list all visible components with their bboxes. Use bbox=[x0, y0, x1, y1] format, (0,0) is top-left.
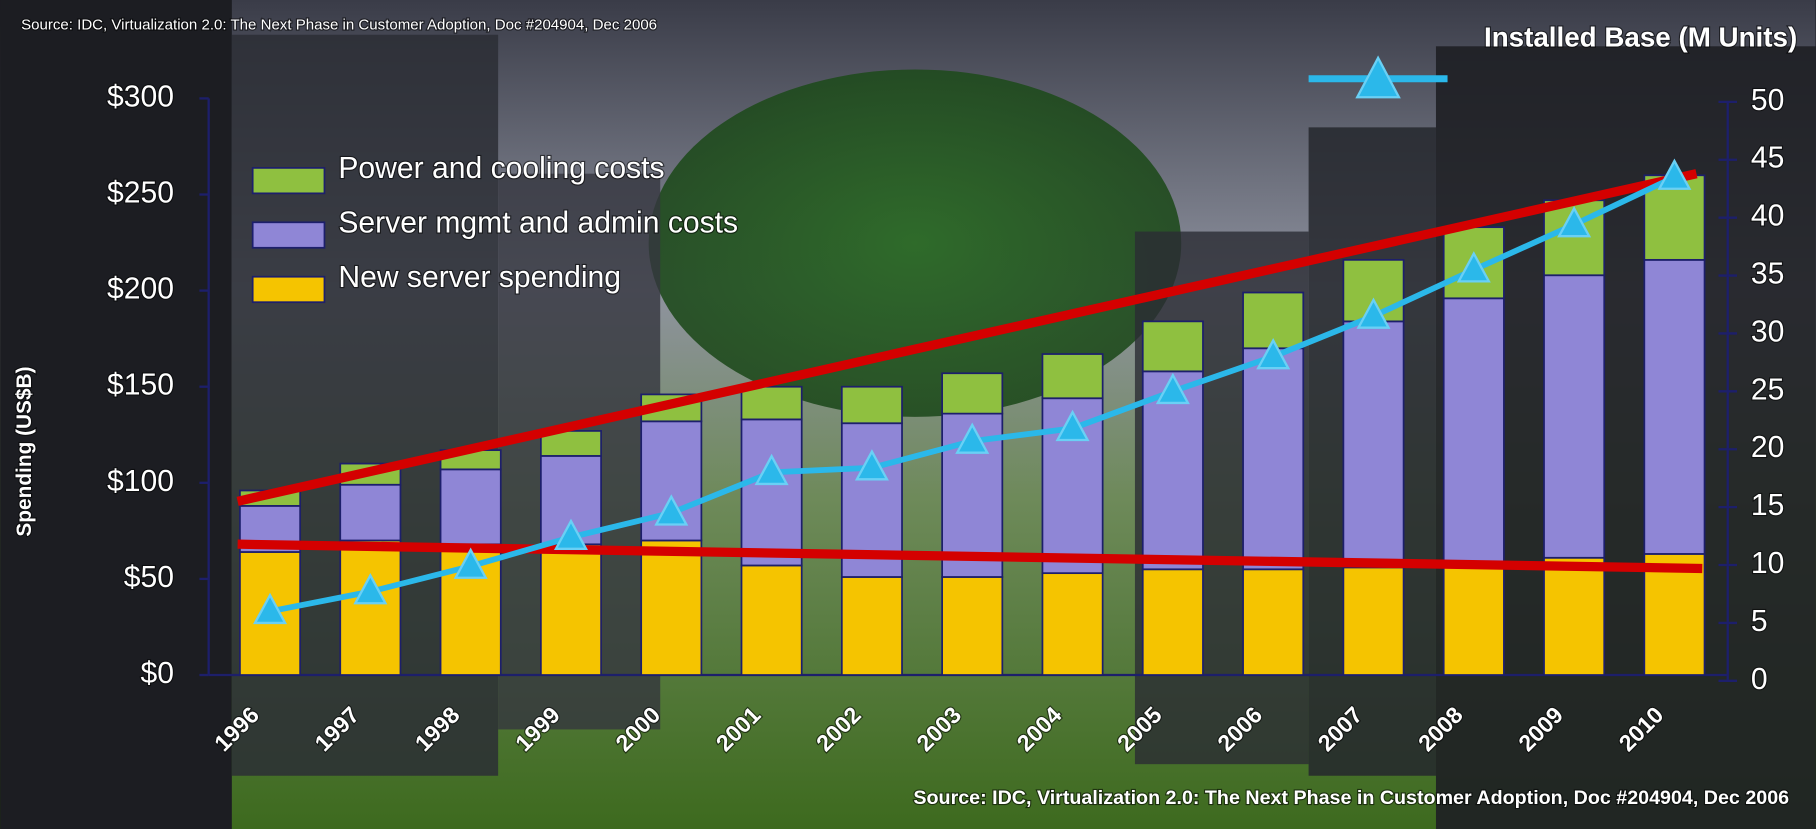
line-marker bbox=[1657, 158, 1692, 190]
bar-segment bbox=[339, 539, 402, 676]
bar-segment bbox=[840, 576, 903, 676]
line-marker bbox=[453, 547, 488, 579]
line-marker bbox=[1055, 409, 1090, 442]
line-marker bbox=[854, 449, 889, 481]
y-tick-label: $250 bbox=[107, 176, 174, 209]
line-marker bbox=[955, 422, 990, 454]
bar-segment bbox=[1643, 553, 1706, 676]
legend-label: Power and cooling costs bbox=[338, 152, 664, 185]
bar-segment bbox=[1141, 568, 1204, 676]
y2-tick-label: 20 bbox=[1751, 431, 1784, 464]
y2-tick-label: 5 bbox=[1751, 605, 1768, 638]
bar-segment bbox=[540, 543, 602, 676]
bar-segment bbox=[1141, 370, 1204, 571]
bar-segment bbox=[740, 418, 803, 567]
line-marker bbox=[253, 592, 288, 625]
bar-segment bbox=[1242, 568, 1305, 676]
legend-swatch bbox=[251, 221, 326, 249]
legend-label: Server mgmt and admin costs bbox=[338, 207, 738, 240]
y2-tick-label: 10 bbox=[1751, 547, 1784, 580]
y2-tick-label: 45 bbox=[1751, 142, 1784, 175]
trend-line bbox=[237, 539, 1703, 574]
legend-swatch bbox=[251, 167, 326, 195]
bar-segment bbox=[740, 385, 803, 421]
y-tick-label: $0 bbox=[140, 657, 173, 690]
line-marker bbox=[654, 494, 689, 526]
bar-segment bbox=[840, 385, 903, 425]
y-tick-label: $100 bbox=[107, 465, 174, 498]
y2-tick-label: 25 bbox=[1751, 373, 1784, 406]
y-tick-label: $50 bbox=[124, 561, 174, 594]
line-marker bbox=[1456, 251, 1491, 283]
y2-tick-label: 35 bbox=[1751, 258, 1784, 291]
legend-swatch bbox=[251, 275, 326, 304]
y2-tick-label: 15 bbox=[1751, 489, 1784, 522]
source-top: Source: IDC, Virtualization 2.0: The Nex… bbox=[21, 16, 657, 33]
bar-segment bbox=[1643, 258, 1706, 555]
y2-tick-label: 30 bbox=[1751, 315, 1784, 348]
y-tick-label: $300 bbox=[107, 80, 174, 113]
bar-segment bbox=[1442, 564, 1505, 676]
bar-segment bbox=[640, 539, 703, 676]
bar-segment bbox=[439, 468, 502, 546]
y2-tick-label: 40 bbox=[1751, 200, 1784, 233]
bar-segment bbox=[1141, 320, 1204, 373]
y-tick-label: $200 bbox=[107, 273, 174, 306]
line-marker bbox=[1557, 205, 1592, 238]
bar-segment bbox=[1442, 297, 1505, 567]
line-marker bbox=[1356, 297, 1391, 329]
y2-tick-label: 0 bbox=[1751, 663, 1768, 696]
bar-segment bbox=[941, 372, 1004, 415]
rack bbox=[0, 0, 232, 829]
bar-segment bbox=[1041, 572, 1104, 676]
bar-segment bbox=[1242, 347, 1305, 571]
y2-axis-title: Installed Base (M Units) bbox=[1484, 22, 1797, 53]
bar-segment bbox=[941, 576, 1004, 676]
line-marker bbox=[1256, 337, 1291, 370]
source-bottom: Source: IDC, Virtualization 2.0: The Nex… bbox=[913, 787, 1789, 809]
line-layer bbox=[253, 158, 1692, 625]
bar-segment bbox=[339, 483, 402, 542]
line-marker bbox=[353, 573, 388, 605]
bar-segment bbox=[740, 564, 803, 676]
bar-segment bbox=[1543, 556, 1606, 676]
bar-segment bbox=[1342, 566, 1405, 676]
bar-segment bbox=[1041, 353, 1104, 400]
bar-segment bbox=[1342, 320, 1405, 569]
tree bbox=[648, 69, 1182, 417]
y2-tick-label: 50 bbox=[1751, 84, 1784, 117]
legend-label: New server spending bbox=[338, 261, 621, 294]
bar-segment bbox=[1543, 274, 1606, 559]
y-tick-label: $150 bbox=[107, 369, 174, 402]
legend-marker bbox=[1355, 55, 1401, 99]
y-axis-title: Spending (US$B) bbox=[13, 367, 36, 537]
trend-line bbox=[236, 169, 1698, 506]
line-marker bbox=[754, 453, 789, 486]
line-marker bbox=[553, 518, 588, 550]
line-marker bbox=[1155, 372, 1190, 405]
